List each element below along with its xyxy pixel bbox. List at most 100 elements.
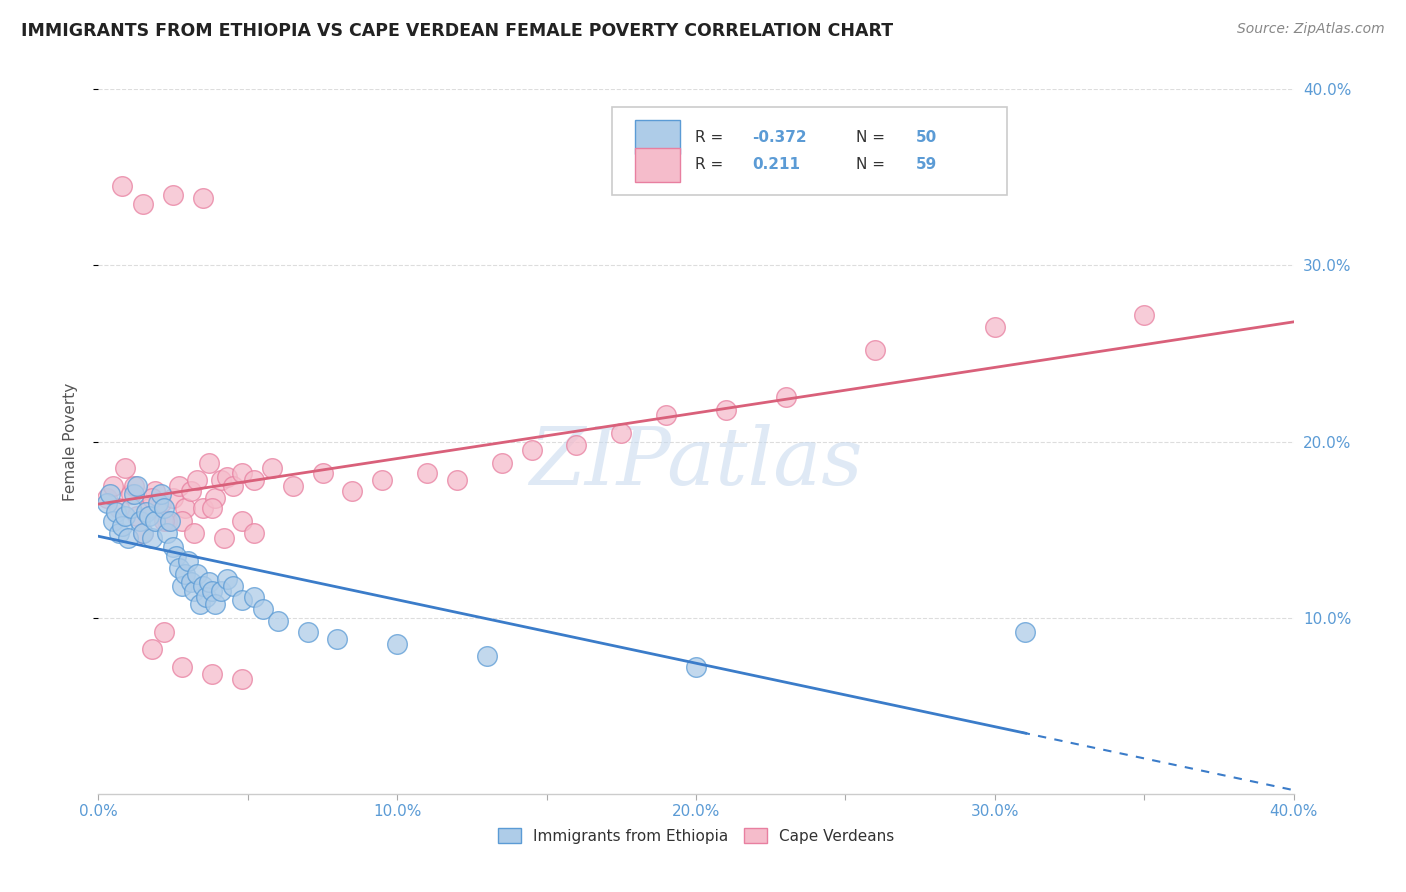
Point <box>162 187 184 202</box>
Point <box>195 590 218 604</box>
Point <box>267 614 290 628</box>
Point <box>243 526 266 541</box>
Point <box>120 487 142 501</box>
Point <box>150 496 173 510</box>
Point <box>188 597 211 611</box>
Text: N =: N = <box>856 129 890 145</box>
Point <box>111 179 134 194</box>
Point <box>984 320 1007 334</box>
Point <box>117 532 139 546</box>
Point <box>135 505 157 519</box>
Point <box>156 526 179 541</box>
Point <box>156 514 179 528</box>
Point <box>865 343 887 357</box>
Point <box>491 456 513 470</box>
Point <box>311 467 333 481</box>
Point <box>231 673 253 687</box>
Point <box>141 532 163 546</box>
Point <box>186 566 208 581</box>
Point <box>1014 624 1036 639</box>
Point <box>201 501 224 516</box>
FancyBboxPatch shape <box>613 107 1007 194</box>
Point <box>129 514 152 528</box>
Point <box>342 483 364 498</box>
Point <box>183 584 205 599</box>
Point <box>132 196 155 211</box>
Point <box>198 575 221 590</box>
Point <box>167 478 190 492</box>
Point <box>201 584 224 599</box>
Point <box>153 624 176 639</box>
Point <box>172 660 194 674</box>
Point <box>141 642 163 657</box>
Point <box>103 478 125 492</box>
Text: IMMIGRANTS FROM ETHIOPIA VS CAPE VERDEAN FEMALE POVERTY CORRELATION CHART: IMMIGRANTS FROM ETHIOPIA VS CAPE VERDEAN… <box>21 22 893 40</box>
Text: 50: 50 <box>915 129 938 145</box>
Text: N =: N = <box>856 157 890 172</box>
Point <box>326 632 349 646</box>
Point <box>132 526 155 541</box>
Point <box>153 501 176 516</box>
Text: Source: ZipAtlas.com: Source: ZipAtlas.com <box>1237 22 1385 37</box>
Point <box>172 514 194 528</box>
Point <box>243 473 266 487</box>
Point <box>124 487 146 501</box>
Point <box>96 496 118 510</box>
Point <box>180 483 202 498</box>
Text: 59: 59 <box>915 157 938 172</box>
Point <box>124 478 146 492</box>
Point <box>204 491 226 505</box>
Point <box>141 491 163 505</box>
Point <box>260 461 283 475</box>
Point <box>191 191 214 205</box>
Point <box>655 408 678 422</box>
Point <box>222 478 245 492</box>
Point <box>138 508 160 523</box>
Point <box>565 438 588 452</box>
Point <box>111 519 134 533</box>
Point <box>108 501 131 516</box>
Legend: Immigrants from Ethiopia, Cape Verdeans: Immigrants from Ethiopia, Cape Verdeans <box>492 822 900 850</box>
Point <box>148 496 170 510</box>
Point <box>212 532 235 546</box>
Point <box>446 473 468 487</box>
Point <box>297 624 319 639</box>
Text: ZIPatlas: ZIPatlas <box>529 424 863 501</box>
Point <box>162 540 184 554</box>
Point <box>201 667 224 681</box>
Point <box>143 483 166 498</box>
Point <box>177 554 200 568</box>
Point <box>165 549 187 563</box>
Point <box>153 514 176 528</box>
Point <box>1133 308 1156 322</box>
Point <box>775 391 797 405</box>
Point <box>143 514 166 528</box>
Point <box>231 593 253 607</box>
Point <box>127 508 149 523</box>
Point <box>714 402 737 417</box>
Point <box>252 602 274 616</box>
Point <box>243 590 266 604</box>
Text: R =: R = <box>695 129 728 145</box>
Point <box>108 526 131 541</box>
Point <box>215 572 238 586</box>
Point <box>520 443 543 458</box>
Point <box>186 473 208 487</box>
Point <box>191 501 214 516</box>
Point <box>174 566 197 581</box>
Point <box>371 473 394 487</box>
Y-axis label: Female Poverty: Female Poverty <box>63 383 77 500</box>
Text: 0.211: 0.211 <box>752 157 800 172</box>
Point <box>127 478 149 492</box>
Point <box>209 584 232 599</box>
Text: R =: R = <box>695 157 733 172</box>
Point <box>120 501 142 516</box>
Point <box>180 575 202 590</box>
Point <box>167 561 190 575</box>
Point <box>475 649 498 664</box>
Point <box>385 637 409 651</box>
Text: -0.372: -0.372 <box>752 129 807 145</box>
Point <box>198 456 221 470</box>
Point <box>114 461 136 475</box>
Point <box>162 491 184 505</box>
